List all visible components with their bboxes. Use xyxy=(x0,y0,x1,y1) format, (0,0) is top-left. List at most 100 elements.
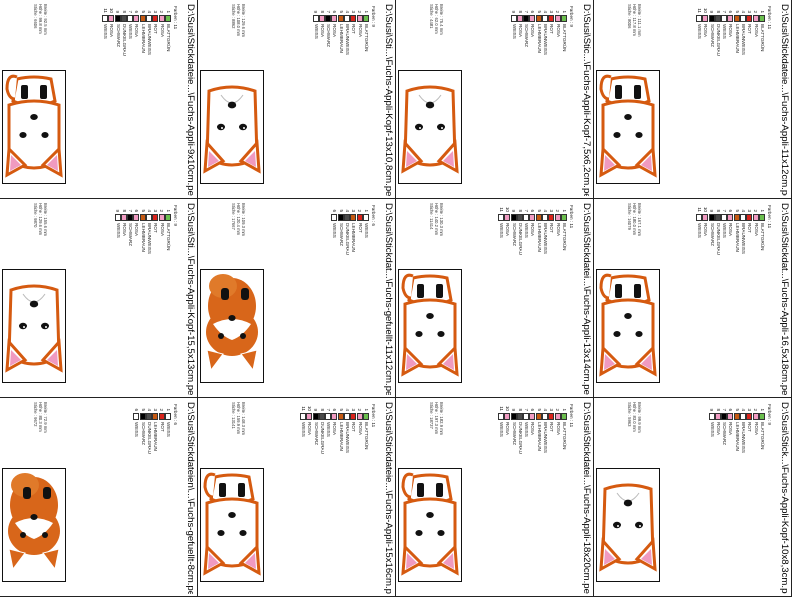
design-height: Höhe : 197.3 mm xyxy=(433,402,439,435)
thread-color-name: LEHMBRAUN xyxy=(338,24,344,53)
fox-ear-bottom xyxy=(8,548,26,571)
thread-color-name: WEISS xyxy=(696,24,702,39)
thread-color-name: SCHWARZ xyxy=(127,223,133,247)
thread-color-swatch xyxy=(721,413,728,420)
thread-color-swatch xyxy=(708,15,715,22)
thread-color-swatch xyxy=(139,413,146,420)
design-width: Breite : 99.9 mm xyxy=(637,402,642,433)
thread-color-name: WEISS xyxy=(523,422,529,437)
thread-color-swatch xyxy=(152,15,159,22)
thread-color-row: 6 ROSA xyxy=(529,6,536,37)
thread-color-number: 10 xyxy=(307,405,313,411)
thread-color-row: 1 BLATTGRÜN xyxy=(561,205,567,250)
fox-paw xyxy=(417,284,424,298)
fox-inner-ear xyxy=(245,553,256,569)
design-file-path: D:\Susi\Stickdateien\...\Fuchs-gefuellt-… xyxy=(185,402,196,594)
thread-color-swatch xyxy=(554,15,561,22)
thread-color-row: 11 WEISS xyxy=(498,205,504,238)
design-width: Breite : 182.9 mm xyxy=(439,402,444,436)
thread-color-number: 10 xyxy=(505,206,511,212)
thread-color-row: 9 SCHWARZ xyxy=(114,6,121,48)
thread-color-number: 2 xyxy=(555,209,561,212)
thread-color-swatch xyxy=(702,15,709,22)
thread-color-row: 3 ROT xyxy=(746,404,753,432)
thread-color-number: 2 xyxy=(159,408,165,411)
thread-color-number: 3 xyxy=(351,408,357,411)
thread-color-number: 7 xyxy=(721,209,727,212)
thread-color-swatch xyxy=(325,413,332,420)
thread-color-name: ROSA xyxy=(728,24,734,38)
design-preview xyxy=(398,269,462,383)
thread-color-swatch xyxy=(752,214,759,221)
fox-inner-ear xyxy=(604,354,615,370)
design-card-content: D:\Susi\Stickdatei...\Fuchs-Appli-18x20c… xyxy=(396,398,593,596)
fox-inner-ear xyxy=(641,155,652,171)
thread-color-swatch xyxy=(733,15,740,22)
fox-inner-ear xyxy=(10,155,21,171)
thread-color-row: 2 ROT xyxy=(158,404,165,432)
design-dimensions: Breite : 129.6 mm Höhe : 108.0 mm Stiche… xyxy=(230,4,246,64)
design-width: Breite : 129.6 mm xyxy=(241,4,246,38)
fox-eye-highlight xyxy=(23,326,25,328)
thread-color-row: 6 ROSA xyxy=(331,6,338,37)
fox-tail-outline xyxy=(401,472,414,499)
thread-color-name: SCHWARZ xyxy=(511,422,517,446)
thread-color-name: ROSA xyxy=(555,422,561,436)
fox-eye xyxy=(635,331,643,337)
thread-color-number: 6 xyxy=(530,209,536,212)
thread-color-row: 11 WEISS xyxy=(498,404,504,437)
thread-color-row: 9 SCHWARZ xyxy=(510,205,517,246)
thread-color-swatch xyxy=(554,413,561,420)
design-width: Breite : 155.6 mm xyxy=(43,203,48,237)
design-file-path: D:\Susi\Stickdatei...\Fuchs-Appli-13x14c… xyxy=(581,203,592,395)
thread-color-swatch xyxy=(165,214,171,221)
fox-nose xyxy=(227,101,237,109)
thread-color-name: SCHWARZ xyxy=(115,24,121,48)
thread-color-number: 5 xyxy=(338,209,344,212)
thread-color-number: 7 xyxy=(325,408,331,411)
thread-color-row: 6 ROSA xyxy=(727,205,734,236)
design-preview xyxy=(200,468,264,582)
thread-color-number: 4 xyxy=(146,408,152,411)
thread-color-swatch xyxy=(363,214,369,221)
design-card-content: D:\Susi\Stickdateie...\Fuchs-Appli-15x16… xyxy=(198,398,395,596)
thread-color-row: 7 SCHWARZ xyxy=(523,6,530,47)
thread-color-number: 9 xyxy=(709,209,715,212)
thread-color-number: 7 xyxy=(325,10,331,13)
thread-color-row: 3 ROT xyxy=(746,205,753,233)
thread-color-row: 9 SCHWARZ xyxy=(312,404,319,445)
thread-color-swatch xyxy=(523,214,530,221)
thread-color-name: ROT xyxy=(153,223,159,233)
thread-color-name: WEISS xyxy=(709,422,715,437)
thread-color-list: Farben : 11 1 BLATTGRÜN 2 ROSA 3 ROT 4 BRAUNWEI… xyxy=(78,6,178,126)
thread-color-number: 6 xyxy=(332,10,338,13)
thread-color-row: 9 WEISS xyxy=(114,205,121,238)
thread-color-name: BLATTGRÜN xyxy=(561,24,567,52)
thread-color-number: 4 xyxy=(344,408,350,411)
thread-color-number: 2 xyxy=(753,408,759,411)
thread-color-swatch xyxy=(696,15,702,22)
thread-color-swatch xyxy=(548,413,555,420)
thread-color-number: 3 xyxy=(153,10,159,13)
thread-color-row: 9 SCHWARZ xyxy=(708,205,715,246)
thread-color-name: BRAUNWEISS xyxy=(542,422,548,453)
color-count: Farben : 9 xyxy=(173,205,178,226)
thread-color-name: DUNKELGRAU xyxy=(517,422,523,454)
thread-color-number: 7 xyxy=(721,408,727,411)
design-file-path: D:\Susi\Stickdat...\Fuchs-Appli-16,5x18c… xyxy=(779,203,790,395)
thread-color-number: 6 xyxy=(728,10,734,13)
thread-color-swatch xyxy=(510,214,517,221)
thread-color-number: 1 xyxy=(363,209,369,212)
thread-color-row: 4 BRAUNWEISS xyxy=(542,6,549,55)
design-card: D:\Susi\Stickdateie...\Fuchs-Appli-15x16… xyxy=(198,398,396,597)
fox-ear-top xyxy=(42,548,60,571)
thread-color-number: 5 xyxy=(536,10,542,13)
thread-color-name: SCHWARZ xyxy=(338,223,344,247)
fox-inner-ear xyxy=(406,151,417,167)
thread-color-row: 4 DUNKELGRAU xyxy=(344,205,351,255)
thread-color-row: 7 SCHWARZ xyxy=(721,404,728,445)
thread-color-swatch xyxy=(733,413,740,420)
design-preview xyxy=(596,269,660,383)
thread-color-row: 8 DUNKELGRAU xyxy=(714,205,721,255)
